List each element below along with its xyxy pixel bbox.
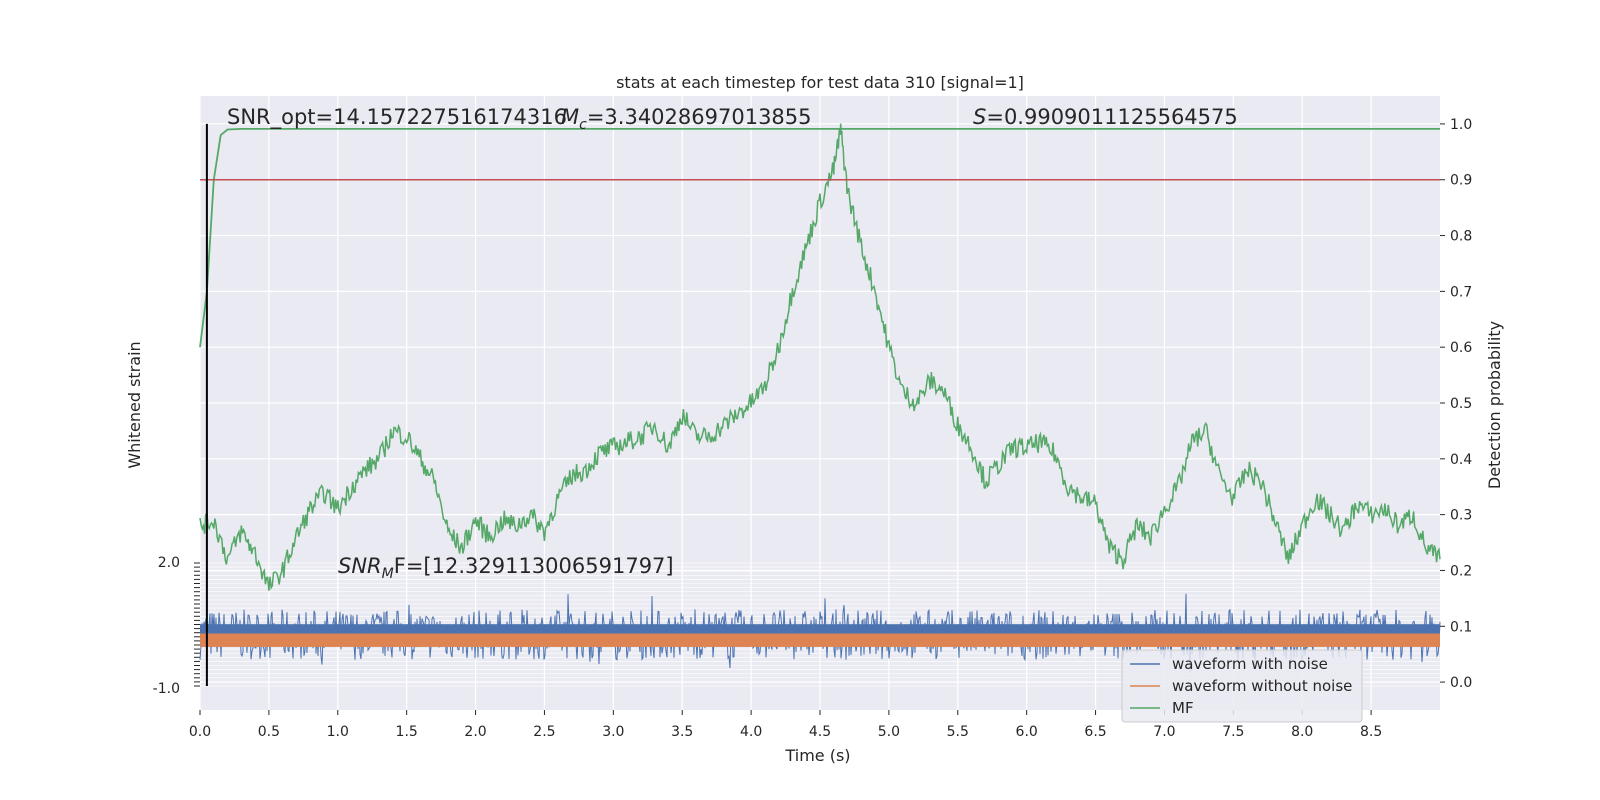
y-right-tick-labels: 0.0 0.1 0.2 0.3 0.4 0.5 0.6 0.7 0.8 0.9 1.0 <box>1440 117 1472 691</box>
legend-label-noise: waveform with noise <box>1172 655 1328 673</box>
legend: waveform with noise waveform without noi… <box>1121 649 1363 723</box>
y-left-tick-top: 2.0 <box>158 555 180 571</box>
mc-subscript: c <box>579 117 587 133</box>
x-tick-label: 2.0 <box>464 724 486 740</box>
x-tick-label: 1.0 <box>327 724 349 740</box>
x-tick-label: 6.0 <box>1016 724 1038 740</box>
series-layer <box>199 123 1441 686</box>
mc-annotation: Mc=3.34028697013855 <box>561 105 812 133</box>
x-tick-label: 8.5 <box>1360 724 1382 740</box>
x-tick-label: 6.5 <box>1084 724 1106 740</box>
s-annotation: S=0.9909011125564575 <box>973 105 1238 129</box>
snr-mf-value: F=[12.329113006591797] <box>394 554 674 578</box>
x-axis-label: Time (s) <box>784 746 850 765</box>
y-right-tick-label: 0.7 <box>1450 284 1472 300</box>
legend-box <box>1121 649 1363 723</box>
y-right-tick-label: 0.8 <box>1450 229 1472 245</box>
x-tick-label: 5.0 <box>878 724 900 740</box>
x-tick-label: 0.0 <box>189 724 211 740</box>
mc-value: =3.34028697013855 <box>587 105 812 129</box>
y-right-tick-label: 0.5 <box>1450 396 1472 412</box>
y-right-tick-label: 1.0 <box>1450 117 1472 133</box>
x-tick-label: 0.5 <box>258 724 280 740</box>
x-tick-label: 7.5 <box>1222 724 1244 740</box>
x-tick-label: 2.5 <box>533 724 555 740</box>
s-value: =0.9909011125564575 <box>986 105 1237 129</box>
mc-symbol: M <box>561 105 579 129</box>
x-tick-label: 7.0 <box>1153 724 1175 740</box>
snr-mf-annotation: SNRMF=[12.329113006591797] <box>338 554 674 582</box>
y-right-tick-label: 0.0 <box>1450 675 1472 691</box>
snr-mf-subscript: M <box>382 566 394 582</box>
x-tick-label: 3.5 <box>671 724 693 740</box>
x-tick-label: 8.0 <box>1291 724 1313 740</box>
snr-mf-symbol: SNR <box>338 554 382 578</box>
x-tick-label: 5.5 <box>947 724 969 740</box>
y-left-tick-bottom: -1.0 <box>153 681 180 697</box>
s-symbol: S <box>973 105 986 129</box>
snr-opt-annotation: SNR_opt=14.157227516174316 <box>227 105 567 130</box>
y-right-tick-label: 0.9 <box>1450 173 1472 189</box>
y-right-tick-label: 0.4 <box>1450 452 1472 468</box>
waveform-without-noise-band <box>200 633 1440 647</box>
detection-probability-line <box>199 123 1441 591</box>
y-right-tick-label: 0.2 <box>1450 563 1472 579</box>
y-right-tick-label: 0.6 <box>1450 340 1472 356</box>
y-right-tick-label: 0.3 <box>1450 508 1472 524</box>
x-tick-labels: 0.0 0.5 1.0 1.5 2.0 2.5 3.0 3.5 4.0 4.5 5.0 5.5 6.0 6… <box>189 710 1382 740</box>
mf-line <box>199 128 1440 348</box>
x-tick-label: 4.5 <box>809 724 831 740</box>
legend-label-mf: MF <box>1172 699 1194 717</box>
legend-label-clean: waveform without noise <box>1172 677 1352 695</box>
chart-title: stats at each timestep for test data 310… <box>616 73 1024 92</box>
y-right-tick-label: 0.1 <box>1450 619 1472 635</box>
y-left-axis-label: Whitened strain <box>125 341 144 468</box>
y-right-axis-label: Detection probability <box>1485 321 1504 489</box>
x-tick-label: 1.5 <box>396 724 418 740</box>
x-tick-label: 3.0 <box>602 724 624 740</box>
x-tick-label: 4.0 <box>740 724 762 740</box>
